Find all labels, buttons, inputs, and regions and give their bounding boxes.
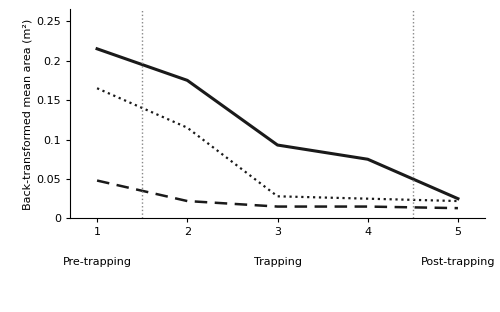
Corral [184,199,190,203]
Corral [274,205,280,208]
Net [274,194,280,198]
Control [364,157,370,161]
Net [184,126,190,129]
Line: Control: Control [97,49,458,199]
Control [455,197,461,201]
Net [94,86,100,90]
Corral [94,179,100,183]
Control [184,79,190,82]
Text: Pre-trapping: Pre-trapping [62,257,132,267]
Corral [364,205,370,208]
Control [274,143,280,147]
Line: Net: Net [97,88,458,201]
Text: Trapping: Trapping [254,257,302,267]
Corral [455,206,461,210]
Line: Corral: Corral [97,181,458,208]
Y-axis label: Back-transformed mean area (m²): Back-transformed mean area (m²) [22,18,32,209]
Control [94,47,100,51]
Net [455,199,461,203]
Net [364,197,370,201]
Text: Post-trapping: Post-trapping [420,257,495,267]
